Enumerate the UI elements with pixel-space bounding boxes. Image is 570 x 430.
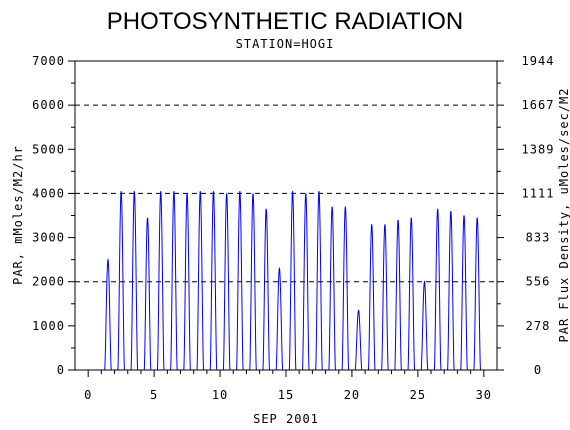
y-tick-label: 0	[57, 363, 65, 377]
y2-tick-label: 278	[526, 319, 551, 333]
y-tick-label: 1000	[32, 319, 65, 333]
y-axis-right: 0 278 556 833 1111 1389 1667 1944	[497, 54, 555, 377]
chart-title: PHOTOSYNTHETIC RADIATION	[107, 8, 463, 35]
y-tick-label: 7000	[32, 54, 65, 68]
y-axis-label-right: PAR Flux Density, uMoles/sec/M2	[557, 88, 570, 343]
y-tick-label: 3000	[32, 231, 65, 245]
chart-subtitle: STATION=HOGI	[236, 37, 335, 51]
x-tick-label: 0	[84, 388, 92, 402]
y2-tick-label: 0	[534, 363, 542, 377]
y-axis-label-left: PAR, mMoles/M2/hr	[11, 145, 25, 285]
y-tick-label: 2000	[32, 275, 65, 289]
x-tick-label: 5	[150, 388, 158, 402]
x-tick-label: 15	[278, 388, 294, 402]
x-axis: 0 5 10 15 20 25 30	[84, 370, 492, 402]
y2-tick-label: 833	[526, 231, 551, 245]
y-tick-label: 5000	[32, 142, 65, 156]
y2-tick-label: 1389	[522, 142, 555, 156]
plot-frame	[74, 60, 498, 371]
y-tick-label: 6000	[32, 98, 65, 112]
x-tick-label: 20	[344, 388, 360, 402]
reference-lines	[75, 104, 497, 283]
x-tick-label: 30	[476, 388, 492, 402]
y2-tick-label: 1944	[522, 54, 555, 68]
y2-tick-label: 1111	[522, 186, 555, 200]
x-axis-label: SEP 2001	[253, 412, 319, 426]
x-tick-label: 10	[212, 388, 228, 402]
series-line-group	[104, 191, 488, 371]
y2-tick-label: 556	[526, 275, 551, 289]
x-tick-label: 25	[410, 388, 426, 402]
y-axis-left: 0 1000 2000 3000 4000 5000 6000 7000	[32, 54, 75, 377]
y2-tick-label: 1667	[522, 98, 555, 112]
par-series-line	[104, 191, 488, 371]
y-tick-label: 4000	[32, 186, 65, 200]
